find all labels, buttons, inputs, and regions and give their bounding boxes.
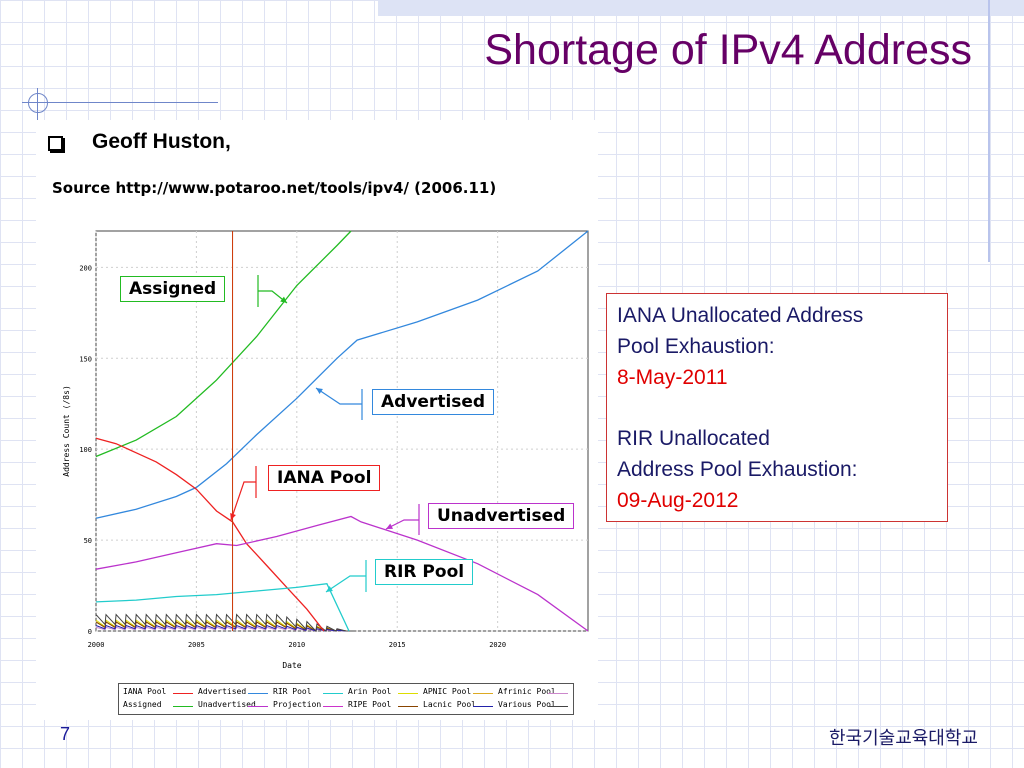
annotation-iana-pool: IANA Pool	[268, 465, 381, 491]
legend-label: Arin Pool	[348, 687, 392, 696]
x-tick-label: 2010	[288, 641, 305, 649]
legend-label: IANA Pool	[123, 687, 167, 696]
info-line-3: RIR Unallocated	[617, 427, 770, 450]
arrow-unadvertised	[385, 504, 420, 535]
legend-swatch	[173, 693, 193, 694]
arrow-assigned-head	[280, 296, 287, 303]
info-line-4: Address Pool Exhaustion:	[617, 458, 858, 481]
slide-title: Shortage of IPv4 Address	[484, 26, 972, 74]
arrow-iana	[230, 466, 257, 521]
legend-swatch	[323, 706, 343, 707]
legend-label: Advertised	[198, 687, 247, 696]
x-tick-label: 2015	[389, 641, 406, 649]
decorative-vertical-line	[988, 0, 990, 262]
y-tick-label: 100	[79, 446, 92, 454]
footer-institution: 한국기술교육대학교	[828, 728, 978, 749]
arrow-rir-head	[326, 585, 333, 592]
annotation-assigned: Assigned	[120, 276, 226, 302]
author-name: Geoff Huston,	[92, 130, 231, 153]
top-decorative-band	[378, 0, 1024, 16]
crosshair-circle-icon	[28, 93, 48, 113]
legend-swatch	[323, 693, 343, 694]
crosshair-horizontal	[22, 102, 218, 103]
arrow-advertised-head	[316, 388, 323, 395]
x-tick-label: 2000	[88, 641, 105, 649]
series-line-unadvertised	[95, 515, 589, 632]
y-tick-label: 0	[88, 628, 92, 636]
series-line-small-pool	[95, 624, 357, 632]
legend-swatch	[398, 706, 418, 707]
series-line-small-pool	[95, 613, 357, 633]
legend-swatch	[473, 706, 493, 707]
legend-label: Various Pool	[498, 700, 556, 709]
x-tick-label: 2005	[188, 641, 205, 649]
legend-label: APNIC Pool	[423, 687, 472, 696]
legend-swatch	[173, 706, 193, 707]
crosshair-vertical	[37, 88, 38, 128]
chart-legend: IANA Pool Advertised RIR Pool Arin Pool APNI…	[118, 683, 574, 715]
arrow-assigned	[257, 275, 288, 307]
arrow-iana-head	[230, 513, 236, 520]
legend-label: Unadvertised	[198, 700, 256, 709]
x-axis-label: Date	[282, 661, 301, 670]
series-line-advertised	[95, 230, 589, 519]
checkbox-bullet-icon	[48, 136, 63, 151]
x-tick-label: 2020	[489, 641, 506, 649]
legend-label: Assigned	[123, 700, 162, 709]
arrow-unadvertised-head	[386, 523, 393, 529]
annotation-rir-pool: RIR Pool	[375, 559, 474, 585]
info-line-2: Pool Exhaustion:	[617, 335, 775, 358]
source-line: Source http://www.potaroo.net/tools/ipv4…	[52, 179, 497, 197]
legend-label: Afrinic Pool	[498, 687, 556, 696]
page-number: 7	[60, 724, 71, 744]
y-axis-label: Address Count (/8s)	[62, 385, 71, 477]
legend-swatch	[548, 706, 568, 707]
y-tick-label: 200	[79, 264, 92, 272]
annotation-unadvertised: Unadvertised	[428, 503, 575, 529]
legend-swatch	[398, 693, 418, 694]
legend-swatch	[248, 706, 268, 707]
legend-swatch	[548, 693, 568, 694]
legend-label: Lacnic Pool	[423, 700, 476, 709]
annotation-advertised: Advertised	[372, 389, 495, 415]
y-tick-label: 50	[84, 537, 92, 545]
series-line-assigned	[95, 230, 352, 458]
exhaustion-info-box: IANA Unallocated Address Pool Exhaustion…	[606, 293, 948, 522]
info-date-rir: 09-Aug-2012	[617, 489, 739, 512]
info-date-iana: 8-May-2011	[617, 366, 728, 389]
legend-label: RIPE Pool	[348, 700, 392, 709]
series-line-iana-pool	[95, 437, 325, 632]
arrow-rir	[325, 560, 367, 593]
legend-swatch	[473, 693, 493, 694]
y-tick-label: 150	[79, 355, 92, 363]
legend-label: RIR Pool	[273, 687, 312, 696]
info-line-1: IANA Unallocated Address	[617, 304, 864, 327]
arrow-advertised	[315, 387, 363, 420]
series-line-small-pool	[95, 621, 357, 632]
series-line-rir-pool	[95, 582, 350, 632]
legend-label: Projection	[273, 700, 322, 709]
legend-swatch	[248, 693, 268, 694]
